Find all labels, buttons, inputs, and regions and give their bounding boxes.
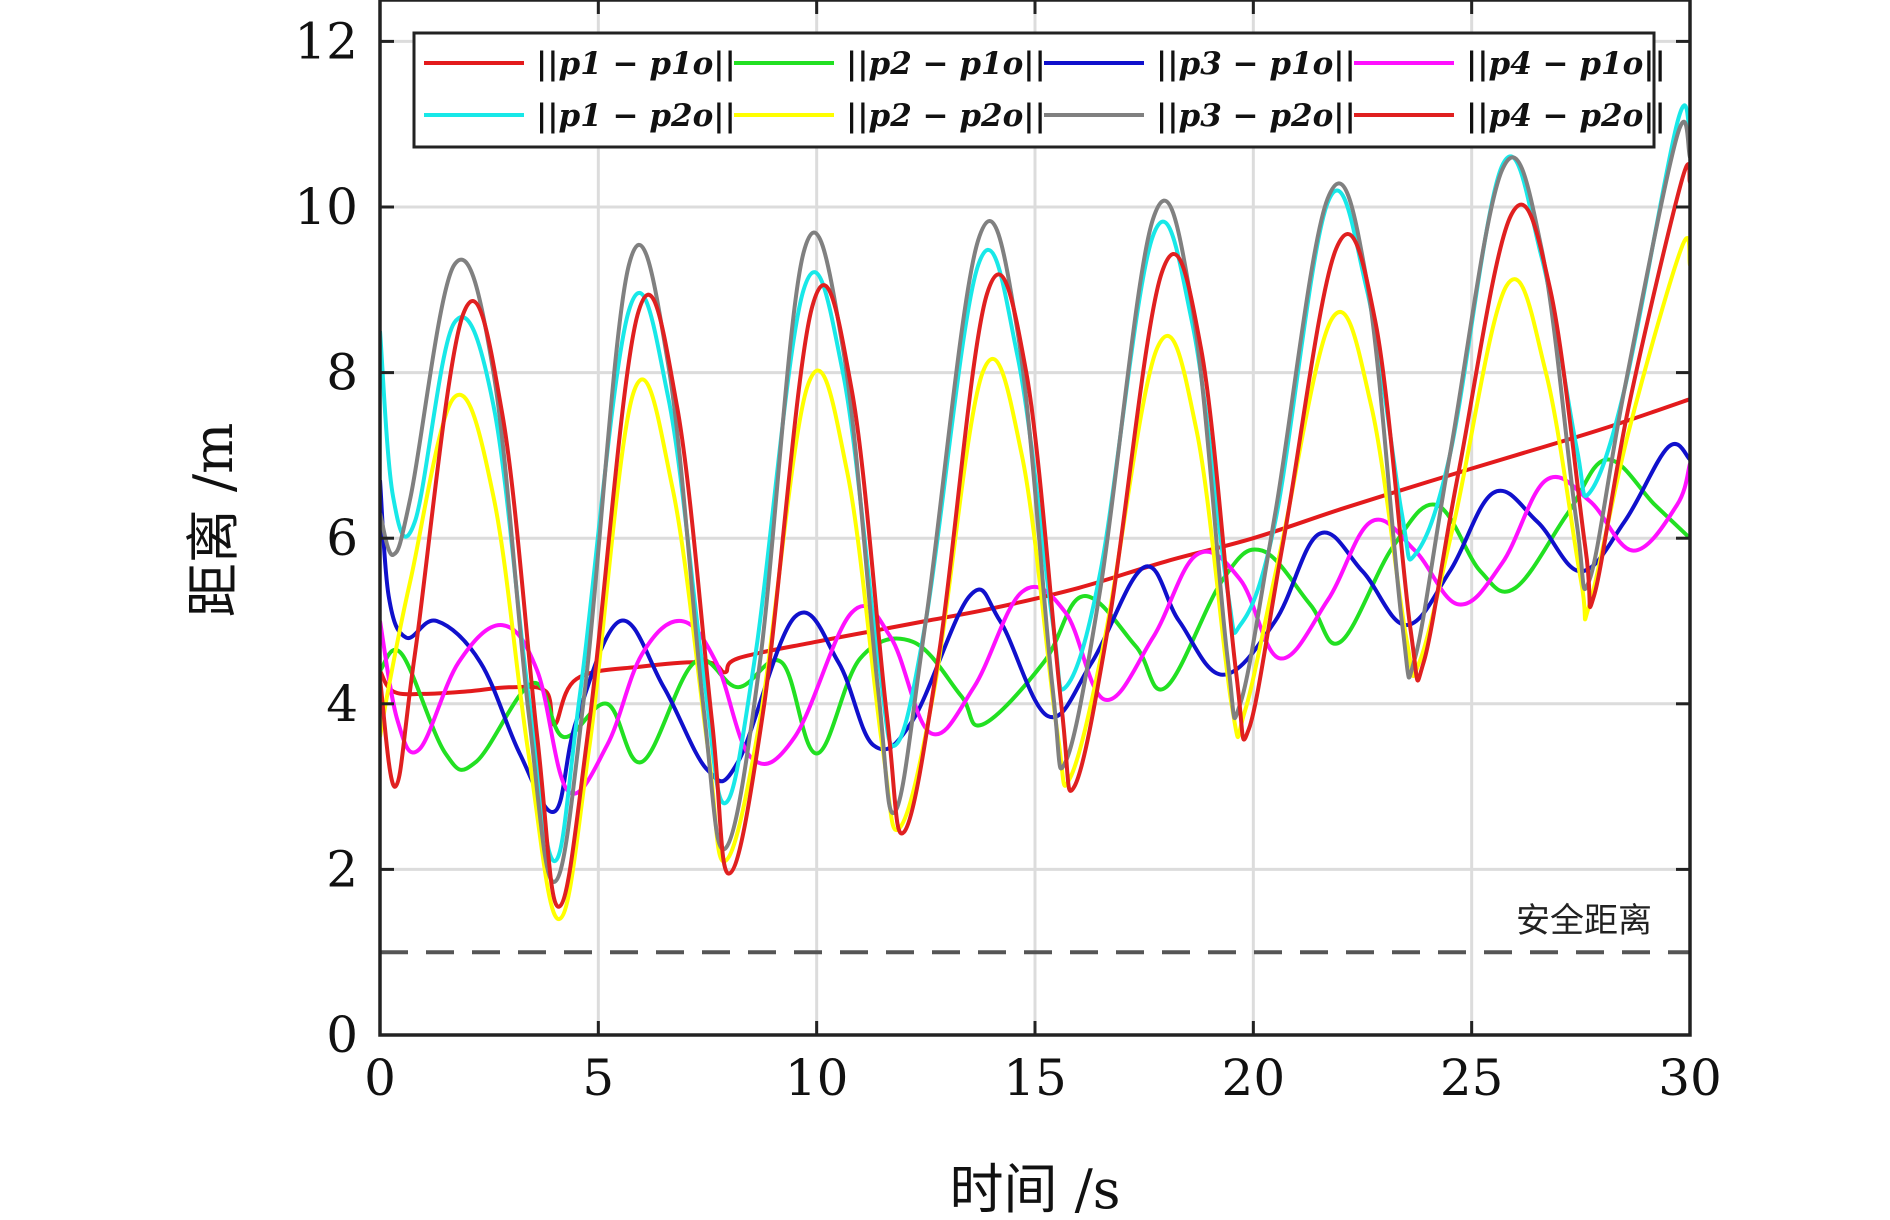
y-tick-label: 6 [326,509,358,567]
y-tick-label: 10 [294,178,358,236]
x-tick-label: 15 [1003,1049,1067,1107]
y-tick-label: 2 [326,840,358,898]
x-tick-label: 20 [1222,1049,1286,1107]
legend-label: ||p2 − p2o|| [846,98,1046,134]
x-tick-label: 10 [785,1049,849,1107]
legend-label: ||p3 − p2o|| [1156,98,1356,134]
y-tick-label: 8 [326,344,358,402]
axes: 0 5 10 15 20 25 30 0 2 4 6 8 10 12 [294,0,1722,1107]
x-axis-label: 时间 /s [949,1158,1120,1220]
legend-label: ||p1 − p1o|| [536,46,736,82]
x-tick-label: 25 [1440,1049,1504,1107]
series-line-2 [380,457,1690,772]
legend-label: ||p3 − p1o|| [1156,46,1356,82]
legend-label: ||p4 − p2o|| [1466,98,1666,134]
series-line-4 [380,463,1690,796]
legend-label: ||p4 − p1o|| [1466,46,1666,82]
series-line-7 [380,119,1690,884]
y-tick-label: 0 [326,1006,358,1064]
y-tick-label: 4 [326,675,358,733]
series-layer [380,103,1690,922]
x-tick-label: 0 [364,1049,396,1107]
y-axis-label: 距离 /m [182,423,245,618]
legend-label: ||p1 − p2o|| [536,98,736,134]
series-line-8 [380,162,1690,909]
y-tick-label: 12 [294,12,358,70]
series-line-3 [380,442,1690,814]
legend: ||p1 − p1o|| ||p2 − p1o|| ||p3 − p1o|| ||p4… [412,31,1666,149]
safety-annotation: 安全距离 [1516,901,1652,941]
x-tick-label: 5 [582,1049,614,1107]
x-tick-label: 30 [1658,1049,1722,1107]
series-line-6 [380,236,1690,922]
legend-box [412,31,1656,149]
legend-label: ||p2 − p1o|| [846,46,1046,82]
